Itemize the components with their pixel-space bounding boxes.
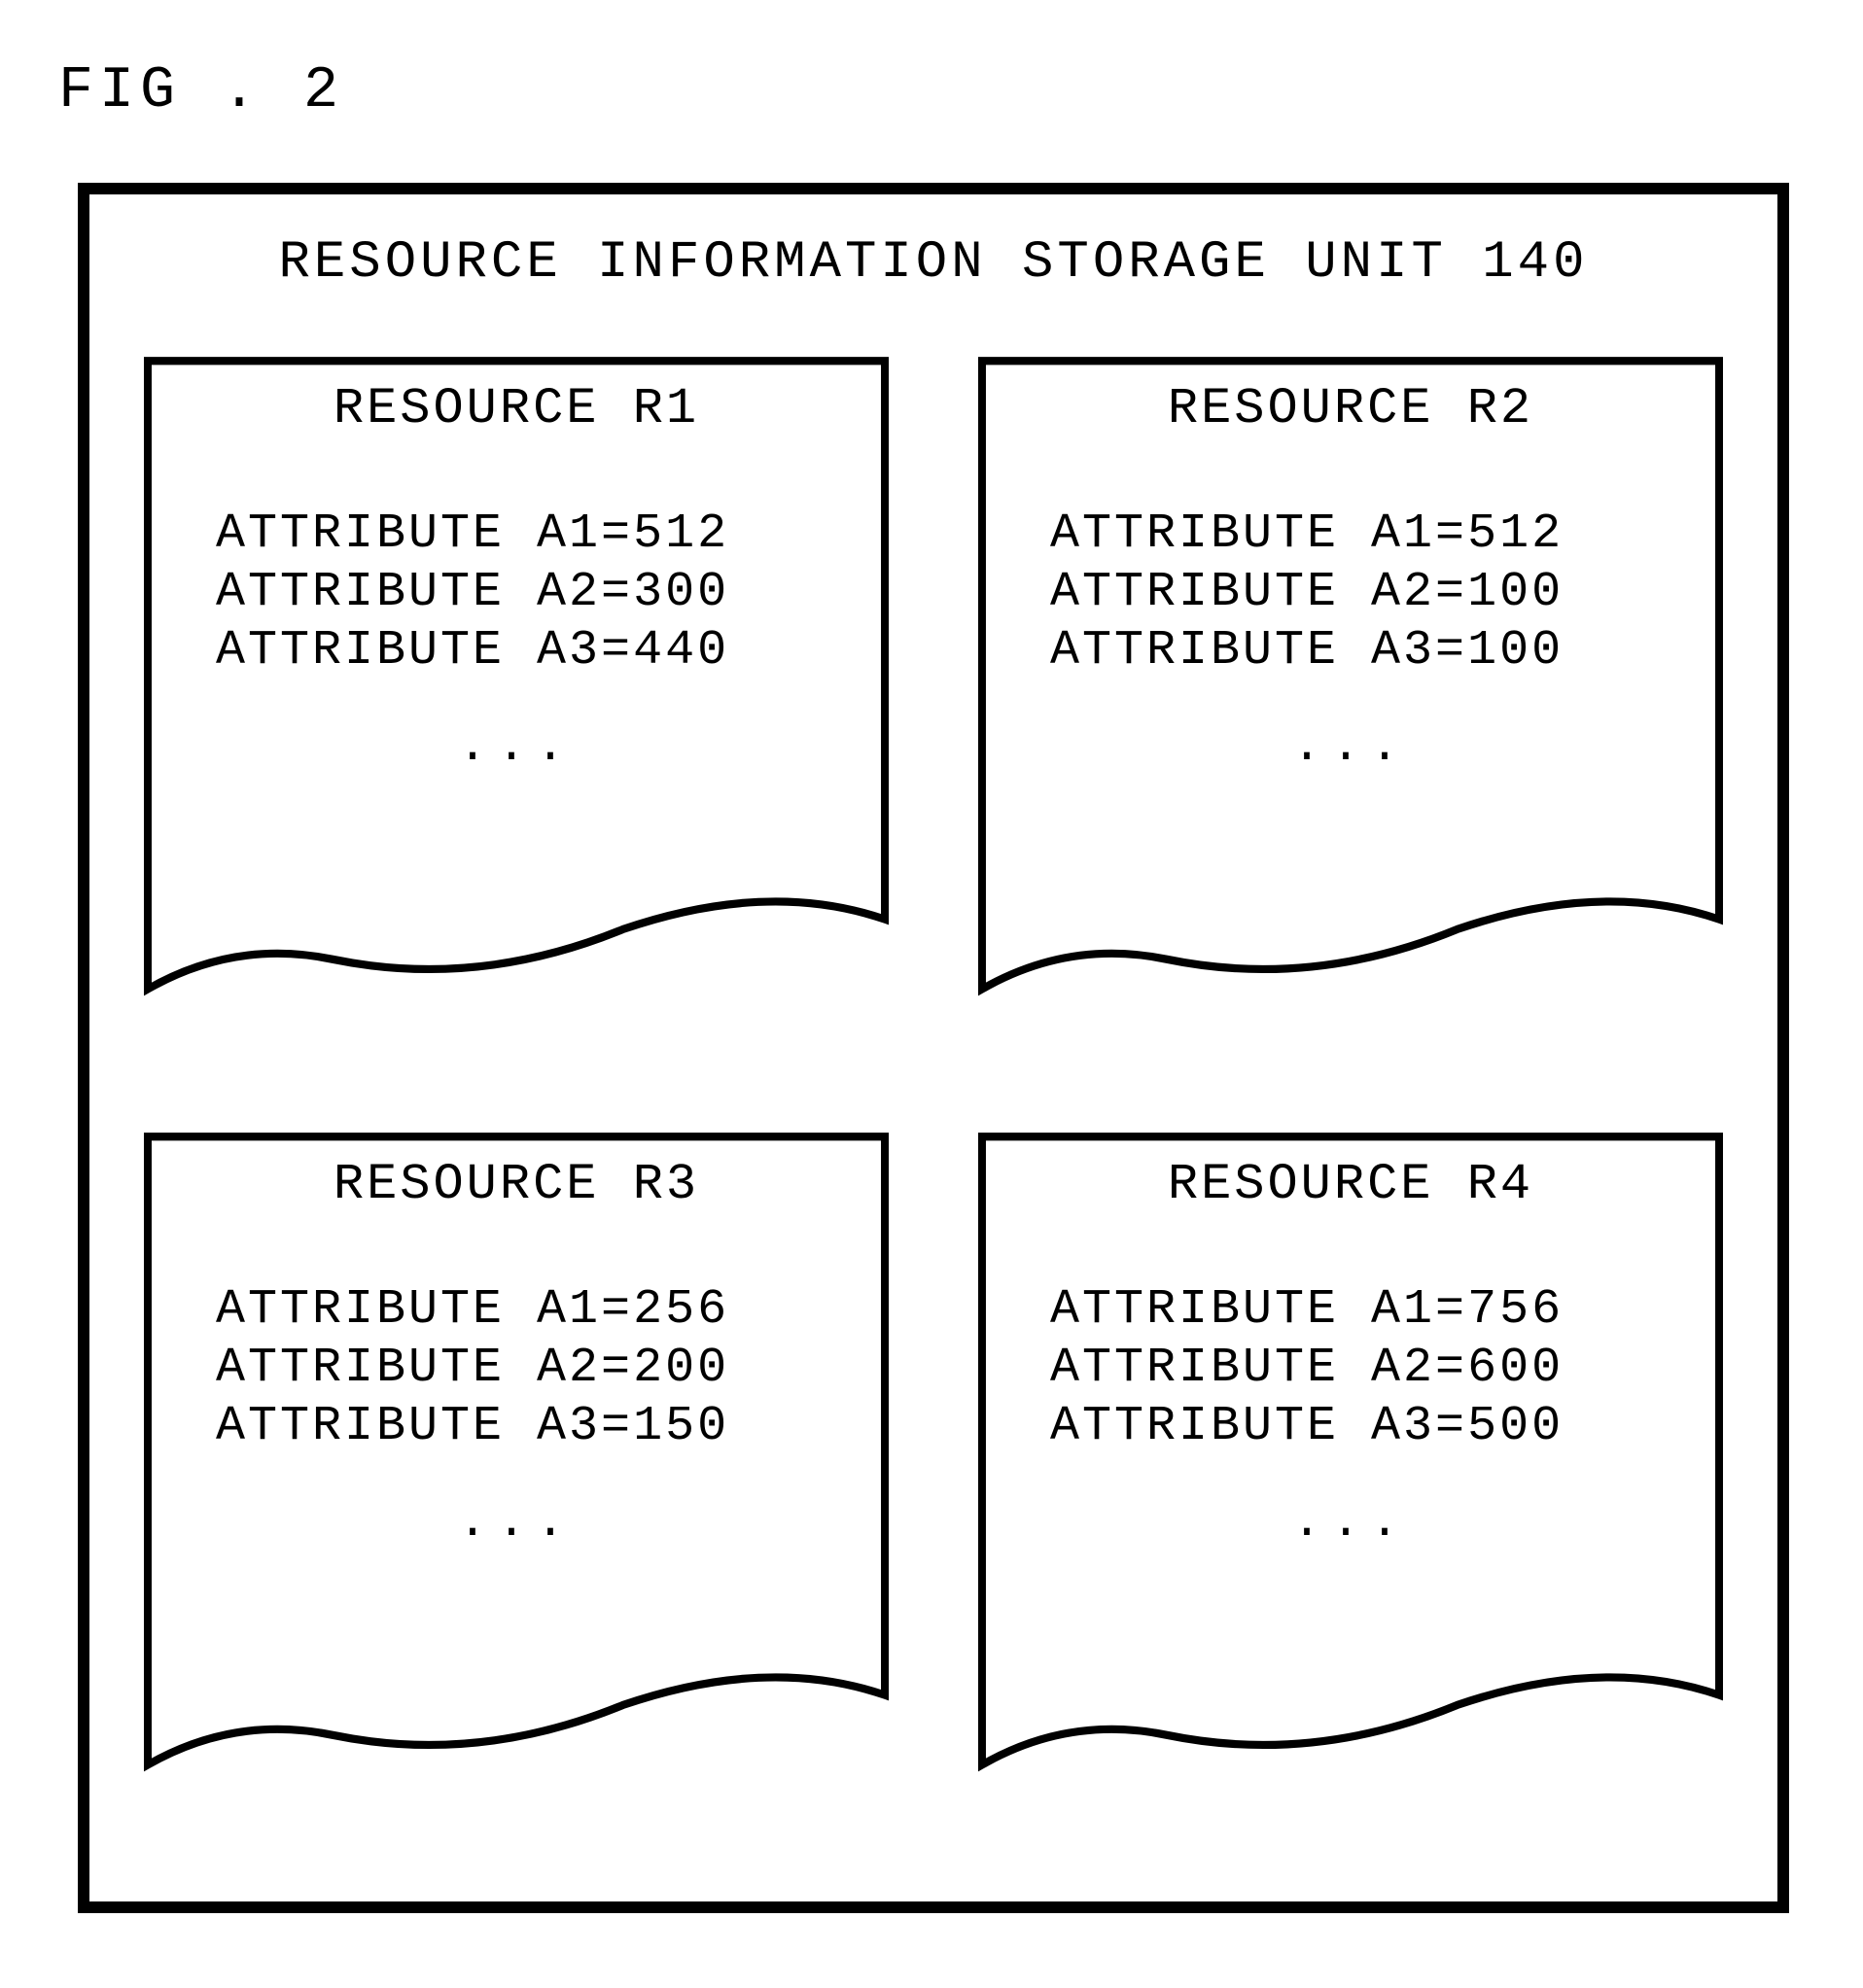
attributes-list: ATTRIBUTE A1=756 ATTRIBUTE A2=600 ATTRIB… bbox=[1011, 1281, 1690, 1456]
attributes-list: ATTRIBUTE A1=512 ATTRIBUTE A2=100 ATTRIB… bbox=[1011, 506, 1690, 680]
resource-title: RESOURCE R1 bbox=[177, 380, 856, 437]
resource-title: RESOURCE R4 bbox=[1011, 1156, 1690, 1213]
ellipsis: ... bbox=[1011, 719, 1690, 775]
attribute-line: ATTRIBUTE A3=150 bbox=[216, 1398, 856, 1456]
attribute-line: ATTRIBUTE A1=512 bbox=[216, 506, 856, 564]
attribute-line: ATTRIBUTE A2=100 bbox=[1050, 564, 1690, 622]
ellipsis: ... bbox=[1011, 1495, 1690, 1551]
attribute-line: ATTRIBUTE A3=440 bbox=[216, 622, 856, 680]
ellipsis: ... bbox=[177, 1495, 856, 1551]
ellipsis: ... bbox=[177, 719, 856, 775]
resource-card-r4: RESOURCE R4 ATTRIBUTE A1=756 ATTRIBUTE A… bbox=[972, 1127, 1729, 1825]
resources-grid: RESOURCE R1 ATTRIBUTE A1=512 ATTRIBUTE A… bbox=[138, 351, 1729, 1825]
storage-unit-box: RESOURCE INFORMATION STORAGE UNIT 140 RE… bbox=[78, 183, 1789, 1913]
attribute-line: ATTRIBUTE A2=300 bbox=[216, 564, 856, 622]
figure-label: FIG . 2 bbox=[58, 58, 1805, 124]
attribute-line: ATTRIBUTE A2=600 bbox=[1050, 1340, 1690, 1398]
attribute-line: ATTRIBUTE A3=500 bbox=[1050, 1398, 1690, 1456]
attribute-line: ATTRIBUTE A1=256 bbox=[216, 1281, 856, 1340]
resource-card-r2: RESOURCE R2 ATTRIBUTE A1=512 ATTRIBUTE A… bbox=[972, 351, 1729, 1049]
resource-card-r3: RESOURCE R3 ATTRIBUTE A1=256 ATTRIBUTE A… bbox=[138, 1127, 895, 1825]
attribute-line: ATTRIBUTE A1=756 bbox=[1050, 1281, 1690, 1340]
unit-title: RESOURCE INFORMATION STORAGE UNIT 140 bbox=[138, 233, 1729, 293]
attribute-line: ATTRIBUTE A1=512 bbox=[1050, 506, 1690, 564]
attribute-line: ATTRIBUTE A2=200 bbox=[216, 1340, 856, 1398]
attributes-list: ATTRIBUTE A1=256 ATTRIBUTE A2=200 ATTRIB… bbox=[177, 1281, 856, 1456]
resource-title: RESOURCE R3 bbox=[177, 1156, 856, 1213]
resource-title: RESOURCE R2 bbox=[1011, 380, 1690, 437]
attribute-line: ATTRIBUTE A3=100 bbox=[1050, 622, 1690, 680]
attributes-list: ATTRIBUTE A1=512 ATTRIBUTE A2=300 ATTRIB… bbox=[177, 506, 856, 680]
resource-card-r1: RESOURCE R1 ATTRIBUTE A1=512 ATTRIBUTE A… bbox=[138, 351, 895, 1049]
